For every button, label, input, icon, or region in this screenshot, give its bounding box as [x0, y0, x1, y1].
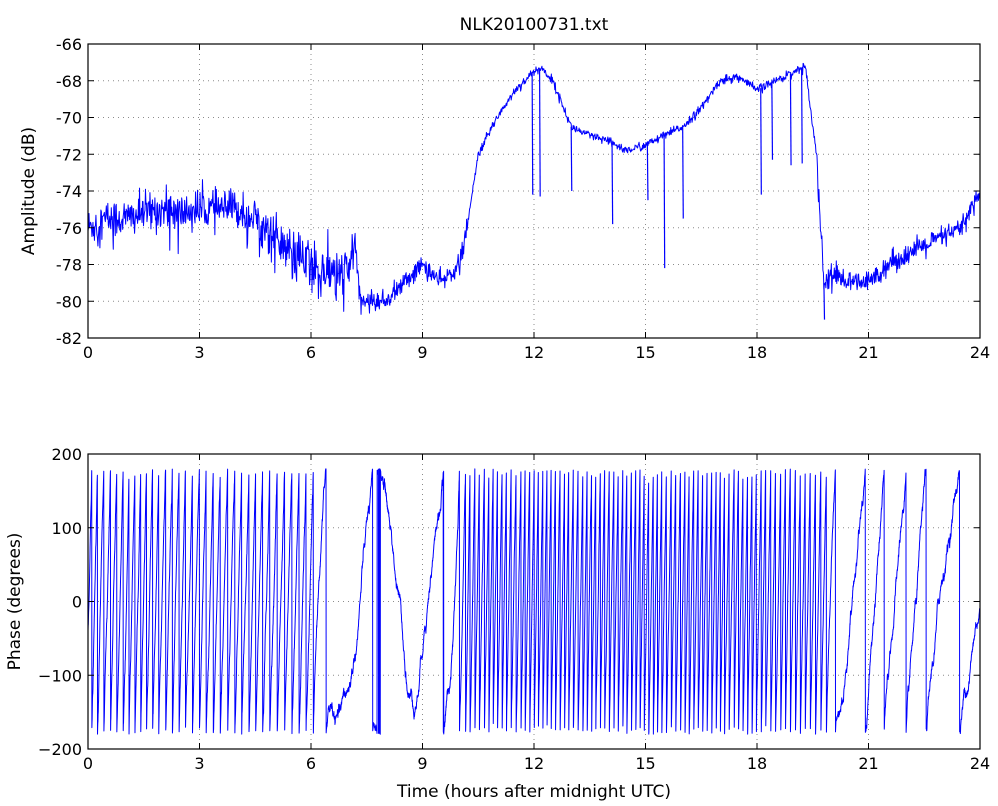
- x-axis-label: Time (hours after midnight UTC): [396, 782, 671, 802]
- amp-x-tick-label: 21: [858, 343, 878, 362]
- amp-x-tick-label: 9: [417, 343, 427, 362]
- phase-series: [87, 468, 981, 735]
- amp-y-tick-label: -66: [56, 35, 82, 54]
- amp-y-tick-label: -70: [56, 109, 82, 128]
- ph-x-tick-label: 15: [635, 754, 655, 773]
- amp-y-tick-label: -74: [56, 182, 82, 201]
- amp-y-tick-label: -76: [56, 219, 82, 238]
- amplitude-dip: [611, 143, 614, 225]
- amplitude-ticks: 0 3 6 9 12 15 18 21 24 -82 -80 -78 -76 -74 -72 -70 -68 -6…: [56, 35, 990, 362]
- phase-trace: [87, 468, 981, 735]
- amp-y-tick-label: -72: [56, 145, 82, 164]
- amp-y-tick-label: -68: [56, 72, 82, 91]
- amplitude-dip: [760, 88, 762, 195]
- amplitude-dip: [646, 144, 649, 201]
- amplitude-dip: [789, 73, 792, 166]
- amplitude-panel: 0 3 6 9 12 15 18 21 24 -82 -80 -78 -76 -74 -72 -70 -68 -6…: [19, 15, 990, 362]
- ph-y-tick-label: 200: [51, 445, 82, 464]
- amplitude-dip: [823, 282, 826, 320]
- phase-ticks: 0 3 6 9 12 15 18 21 24 −200 −100 0 100 200: [38, 445, 990, 773]
- amplitude-dip: [663, 135, 666, 269]
- ph-x-tick-label: 6: [306, 754, 316, 773]
- amplitude-dip: [771, 82, 774, 160]
- amp-x-tick-label: 18: [747, 343, 767, 362]
- chart-title: NLK20100731.txt: [460, 15, 609, 35]
- ph-y-tick-label: 0: [72, 593, 82, 612]
- amplitude-dip: [570, 126, 573, 192]
- ph-y-tick-label: −200: [38, 740, 82, 759]
- amplitude-dip: [531, 73, 534, 195]
- ph-x-tick-label: 24: [970, 754, 990, 773]
- amplitude-dip: [800, 67, 803, 164]
- ph-y-tick-label: −100: [38, 666, 82, 685]
- ph-x-tick-label: 21: [858, 754, 878, 773]
- amp-x-tick-label: 15: [635, 343, 655, 362]
- amp-x-tick-label: 24: [970, 343, 990, 362]
- amplitude-dip: [682, 126, 684, 219]
- ph-x-tick-label: 3: [194, 754, 204, 773]
- phase-y-axis-label: Phase (degrees): [5, 533, 25, 671]
- ph-x-tick-label: 12: [524, 754, 544, 773]
- amp-y-tick-label: -78: [56, 256, 82, 275]
- ph-x-tick-label: 9: [417, 754, 427, 773]
- ph-x-tick-label: 0: [83, 754, 93, 773]
- ph-x-tick-label: 18: [747, 754, 767, 773]
- amplitude-trace: [87, 62, 981, 315]
- amp-x-tick-label: 0: [83, 343, 93, 362]
- amp-y-tick-label: -80: [56, 292, 82, 311]
- amplitude-y-axis-label: Amplitude (dB): [19, 127, 39, 255]
- amplitude-dip: [538, 68, 541, 197]
- amp-x-tick-label: 3: [194, 343, 204, 362]
- amp-x-tick-label: 12: [524, 343, 544, 362]
- amp-y-tick-label: -82: [56, 329, 82, 348]
- ph-y-tick-label: 100: [51, 519, 82, 538]
- amplitude-grid: [88, 44, 980, 338]
- amp-x-tick-label: 6: [306, 343, 316, 362]
- amplitude-series: [87, 62, 981, 320]
- phase-panel: 0 3 6 9 12 15 18 21 24 −200 −100 0 100 200 Phase (deg…: [5, 445, 990, 802]
